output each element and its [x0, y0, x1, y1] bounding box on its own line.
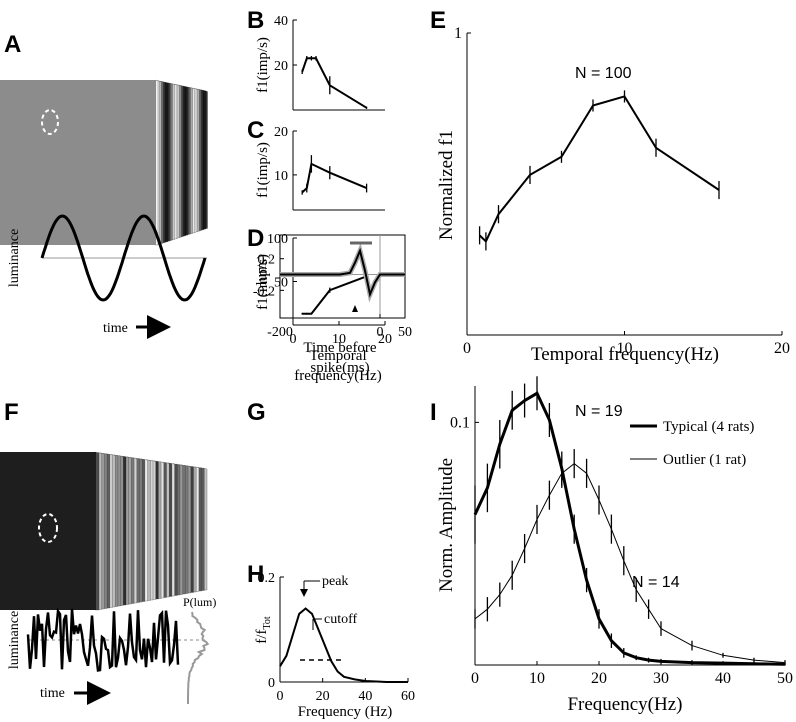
- receptive-field: [41, 109, 59, 135]
- axis-label: luminance: [7, 229, 22, 287]
- y-axis-label: f1(imp/s): [255, 254, 271, 310]
- legend-label: Typical (4 rats): [663, 419, 754, 435]
- stimulus-face: [0, 80, 156, 245]
- stimulus-face: [0, 452, 96, 610]
- x-tick-label: 40: [715, 670, 731, 687]
- x-tick-label: -200: [267, 325, 293, 340]
- data-line: [280, 247, 405, 298]
- x-tick-label: 60: [401, 689, 415, 704]
- data-line: [279, 607, 408, 683]
- annotation: N = 14: [632, 574, 680, 591]
- x-tick-label: 0: [463, 340, 471, 357]
- y-tick-label: 0.2: [258, 253, 276, 268]
- x-axis-label: Frequency(Hz): [567, 694, 682, 715]
- y-axis-label-text: f1(imp/s): [255, 37, 271, 93]
- x-tick-label: 20: [591, 670, 607, 687]
- x-axis-label: spike(ms): [310, 360, 369, 376]
- annotation: N = 100: [575, 65, 632, 82]
- y-axis-label-subscript: Tot: [262, 616, 273, 629]
- y-axis-label: f1(imp/s): [255, 142, 271, 198]
- y-tick-label: 100: [267, 232, 288, 247]
- data-line: [473, 391, 786, 666]
- panel-letter: E: [430, 7, 446, 34]
- x-axis-label: frequency(Hz): [294, 368, 381, 384]
- y-tick-label: -0.2: [253, 284, 275, 299]
- x-axis-label: Temporal frequency(Hz): [531, 344, 719, 365]
- panel-letter: C: [247, 117, 264, 144]
- panel-letter: F: [4, 399, 19, 426]
- y-axis-label: lum.: [254, 258, 270, 285]
- data-line: [302, 275, 367, 315]
- x-tick-label: 20: [378, 332, 392, 347]
- x-axis-label: Time before: [303, 340, 377, 356]
- data-line: [478, 95, 720, 244]
- x-tick-label: 30: [653, 670, 669, 687]
- y-tick-label: 1: [454, 25, 462, 42]
- sem-band: [280, 242, 405, 303]
- illustrations: luminance time luminance time P(lum): [0, 79, 216, 705]
- y-tick-label: 20: [274, 59, 288, 74]
- y-tick-label: 0.1: [450, 414, 470, 431]
- panel-letter: I: [430, 399, 437, 426]
- histogram: [187, 611, 210, 704]
- noise-trace: [26, 607, 180, 672]
- y-axis-label-text: f1(imp/s): [255, 254, 271, 310]
- legend-label: Outlier (1 rat): [663, 452, 746, 468]
- y-tick-label: 0: [268, 676, 275, 691]
- receptive-field: [38, 513, 58, 543]
- x-tick-label: 10: [529, 670, 545, 687]
- x-tick-label: 50: [398, 325, 412, 340]
- x-tick-label: 0: [377, 325, 384, 340]
- y-axis-label: f/fTot: [254, 616, 273, 644]
- data-line: [474, 462, 786, 664]
- panel-letter: A: [4, 31, 21, 58]
- y-tick-label: 50: [274, 276, 288, 291]
- y-axis-label-text: lum.: [254, 258, 270, 285]
- y-tick-label: 40: [274, 14, 288, 29]
- axis-label: luminance: [7, 611, 22, 669]
- annotation: N = 19: [575, 403, 623, 420]
- x-tick-label: 10: [332, 332, 346, 347]
- x-tick-label: 20: [316, 689, 330, 704]
- x-tick-label: 40: [358, 689, 372, 704]
- x-tick-label: 20: [774, 340, 790, 357]
- x-tick-label: 0: [277, 689, 284, 704]
- panel-letter: G: [247, 399, 266, 426]
- panel-letter: D: [247, 225, 264, 252]
- y-tick-label: 20: [274, 125, 288, 140]
- y-tick-label: 0.2: [258, 571, 276, 586]
- trough-marker: [352, 305, 358, 312]
- y-axis-label-text: Norm. Amplitude: [436, 458, 457, 592]
- hist-label: P(lum): [183, 595, 216, 609]
- axis-label: time: [40, 686, 65, 701]
- x-axis-label: Frequency (Hz): [298, 704, 393, 720]
- y-axis-label-text: Normalized f1: [436, 130, 457, 240]
- x-tick-label: 0: [290, 332, 297, 347]
- panel-letter: B: [247, 7, 264, 34]
- y-axis-label: Norm. Amplitude: [436, 458, 457, 592]
- x-tick-label: 0: [471, 670, 479, 687]
- panel-letter: H: [247, 561, 264, 588]
- y-axis-label: f1(imp/s): [255, 37, 271, 93]
- axis-label: time: [103, 321, 128, 336]
- data-line: [301, 57, 368, 109]
- annotation: peak: [322, 574, 348, 589]
- y-axis-label-text: f1(imp/s): [255, 142, 271, 198]
- y-tick-label: 10: [274, 169, 288, 184]
- x-axis-label: Temporal: [309, 348, 366, 364]
- annotation: cutoff: [324, 612, 358, 627]
- y-axis-label: Normalized f1: [436, 130, 457, 240]
- y-axis-label-text: f/f: [254, 630, 270, 644]
- x-tick-label: 50: [777, 670, 793, 687]
- x-tick-label: 10: [617, 340, 633, 357]
- sine-wave: [40, 214, 207, 302]
